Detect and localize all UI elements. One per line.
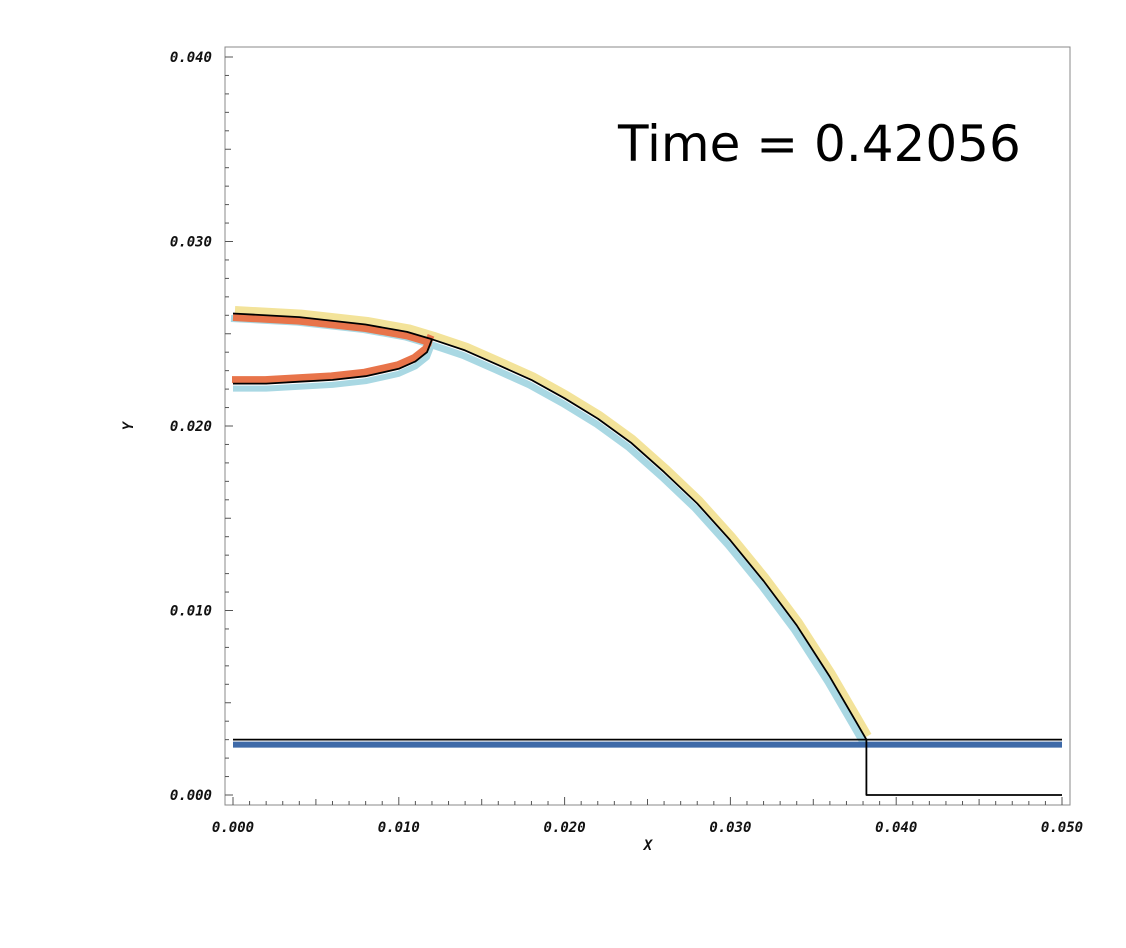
y-tick-labels: 0.000 0.010 0.020 0.030 0.040 [170,50,212,804]
x-tick-label: 0.000 [212,820,254,836]
axis-ticks [225,56,1063,805]
x-tick-label: 0.020 [544,820,586,836]
x-tick-labels: 0.000 0.010 0.020 0.030 0.040 0.050 [212,820,1083,836]
x-tick-label: 0.010 [378,820,420,836]
y-tick-label: 0.020 [170,419,212,435]
y-tick-label: 0.040 [170,50,212,66]
front-upper-band [234,306,872,738]
series-front-lower-branch [233,338,433,385]
series-step-line [865,739,1062,796]
plot-marks [230,306,1062,796]
x-tick-label: 0.040 [875,820,917,836]
series-front-main [232,312,868,741]
time-annotation: Time = 0.42056 [617,115,1021,173]
y-tick-label: 0.010 [170,604,212,620]
x-tick-label: 0.030 [709,820,751,836]
inner-upper-band [232,314,433,347]
x-tick-label: 0.050 [1041,820,1083,836]
branch-lower-band [233,343,435,392]
y-axis-label: Y [121,420,137,430]
y-tick-label: 0.030 [170,235,212,251]
y-tick-label: 0.000 [170,788,212,804]
inner-lower-band [232,334,435,384]
x-axis-label: X [643,838,654,854]
